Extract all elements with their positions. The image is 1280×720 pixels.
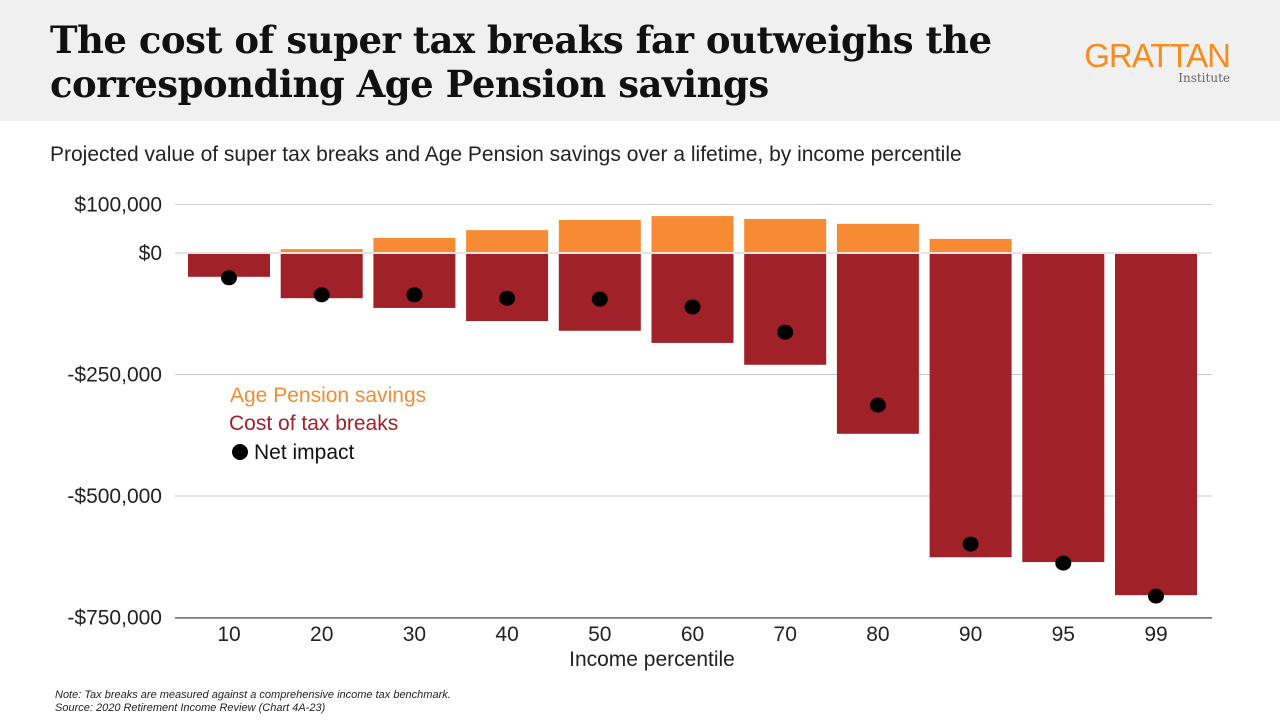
x-tick-label: 80: [866, 623, 889, 646]
y-tick-label: -$500,000: [67, 485, 162, 508]
net-impact-dot: [406, 287, 423, 303]
net-impact-dot: [869, 397, 886, 413]
chart-notes: Note: Tax breaks are measured against a …: [55, 689, 451, 715]
net-impact-dot: [684, 299, 701, 315]
net-impact-dot: [1055, 555, 1072, 571]
bar-age-pension-savings: [744, 218, 827, 252]
page-title: The cost of super tax breaks far outweig…: [50, 18, 992, 106]
net-impact-dot: [499, 290, 516, 306]
x-tick-label: 10: [217, 623, 240, 646]
bar-cost-of-tax-breaks: [651, 254, 734, 343]
bar-cost-of-tax-breaks: [929, 254, 1012, 558]
header-band: The cost of super tax breaks far outweig…: [0, 0, 1280, 121]
y-tick-label: $100,000: [74, 193, 162, 216]
bar-age-pension-savings: [558, 219, 641, 252]
y-tick-label: -$250,000: [67, 364, 162, 387]
x-tick-label: 30: [403, 623, 426, 646]
net-impact-dot: [1148, 588, 1164, 604]
bar-age-pension-savings: [651, 216, 734, 252]
bar-age-pension-savings: [280, 249, 363, 252]
grattan-logo: GRATTAN Institute: [1084, 37, 1231, 85]
x-axis-label: Income percentile: [569, 648, 735, 671]
legend-cost-of-tax-breaks: Cost of tax breaks: [229, 412, 398, 435]
chart-subtitle: Projected value of super tax breaks and …: [50, 143, 962, 166]
note-text: Note: Tax breaks are measured against a …: [55, 689, 451, 701]
bar-age-pension-savings: [466, 230, 549, 252]
bar-age-pension-savings: [836, 223, 919, 252]
bar-cost-of-tax-breaks: [466, 254, 549, 322]
net-impact-dot: [313, 287, 330, 303]
x-tick-label: 50: [588, 623, 611, 646]
bar-cost-of-tax-breaks: [744, 254, 827, 365]
x-tick-label: 60: [681, 623, 704, 646]
bar-cost-of-tax-breaks: [1022, 254, 1105, 563]
x-tick-label: 90: [959, 623, 982, 646]
x-tick-label: 20: [310, 623, 333, 646]
bar-cost-of-tax-breaks: [1115, 254, 1197, 596]
x-tick-label: 95: [1052, 623, 1075, 646]
legend-net-impact-marker: [232, 444, 248, 460]
legend-age-pension-savings: Age Pension savings: [230, 384, 426, 407]
x-tick-label: 99: [1144, 623, 1167, 646]
bar-age-pension-savings: [373, 237, 456, 252]
x-tick-label: 40: [495, 623, 518, 646]
x-tick-label: 70: [774, 623, 797, 646]
net-impact-dot: [962, 536, 979, 552]
bar-cost-of-tax-breaks: [188, 254, 270, 277]
net-impact-dot: [591, 291, 608, 307]
y-tick-label: -$750,000: [67, 607, 162, 630]
y-tick-label: $0: [139, 242, 162, 265]
net-impact-dot: [221, 270, 237, 286]
source-text: Source: 2020 Retirement Income Review (C…: [55, 702, 326, 714]
net-impact-dot: [777, 324, 794, 340]
legend-net-impact: Net impact: [254, 441, 355, 464]
bar-age-pension-savings: [929, 238, 1012, 252]
